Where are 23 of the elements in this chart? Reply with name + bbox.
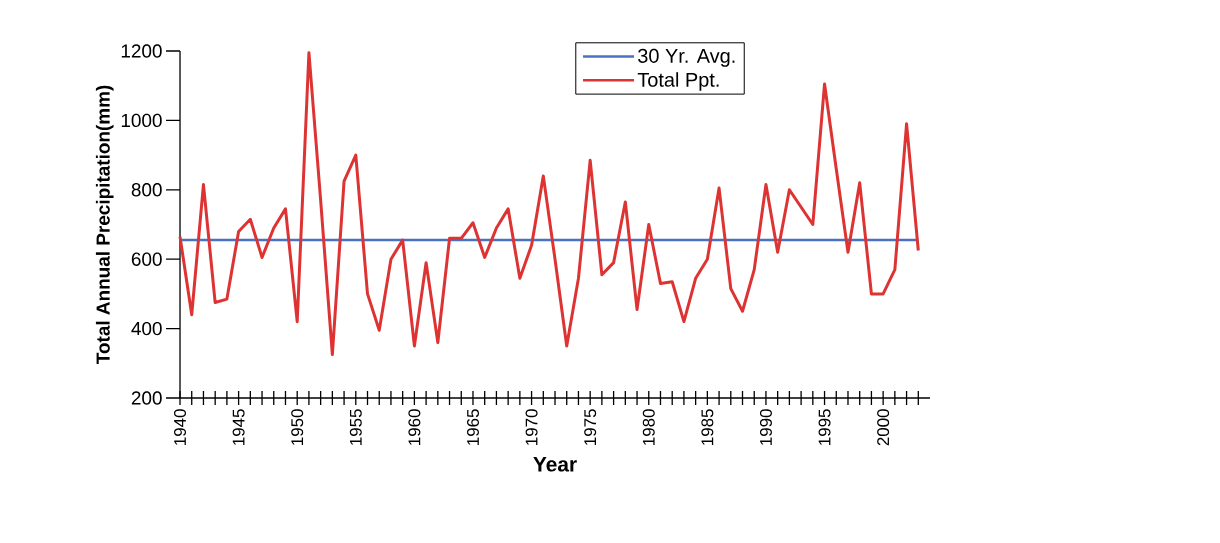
y-tick-label: 1000 [121, 113, 162, 128]
legend-label: Total Ppt. [637, 72, 719, 91]
y-tick-label: 800 [131, 183, 162, 197]
x-tick-label: 1995 [818, 409, 831, 445]
x-tick-label: 1965 [466, 409, 479, 445]
y-tick-label: 200 [131, 391, 162, 405]
x-tick-label: 2000 [877, 409, 890, 446]
legend-label: 30 Yr. Avg. [638, 48, 735, 67]
y-tick-label: 600 [131, 252, 162, 266]
x-tick-label: 1950 [291, 409, 304, 445]
y-tick-label: 1200 [121, 44, 162, 58]
x-tick-label: 1985 [701, 409, 714, 445]
x-tick-label: 1970 [525, 409, 538, 445]
y-tick-label: 400 [131, 321, 162, 336]
x-tick-label: 1990 [759, 409, 772, 445]
x-tick-label: 1955 [349, 409, 362, 445]
y-axis-title: Total Annual Precipitation(mm) [95, 85, 114, 364]
x-axis-title: Year [533, 457, 577, 472]
x-tick-label: 1940 [174, 409, 187, 445]
x-tick-label: 1945 [232, 409, 245, 445]
x-tick-label: 1960 [408, 409, 421, 445]
x-tick-label: 1980 [642, 409, 655, 445]
x-tick-label: 1975 [584, 409, 597, 445]
